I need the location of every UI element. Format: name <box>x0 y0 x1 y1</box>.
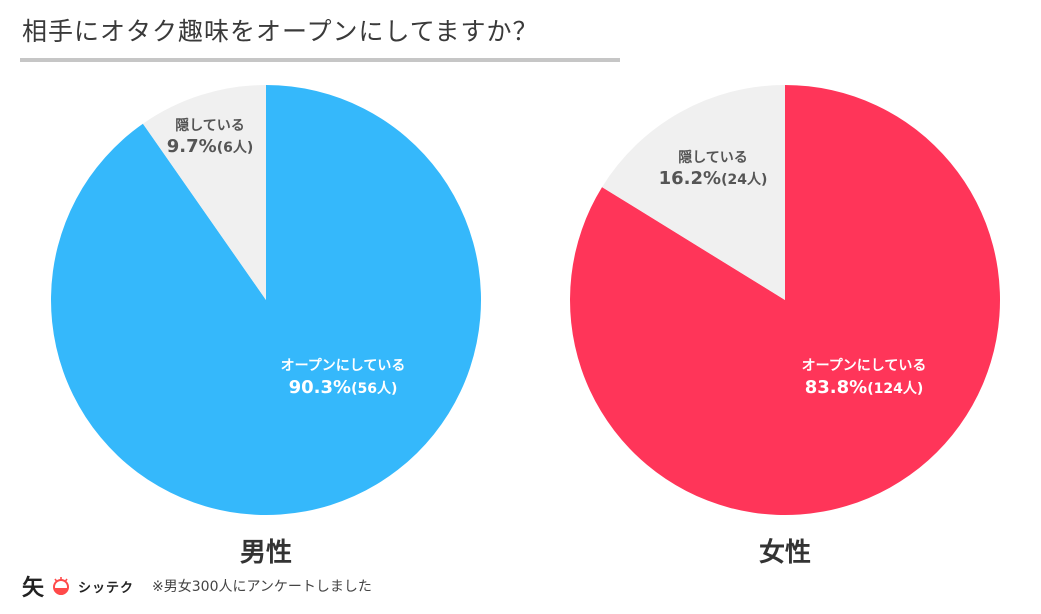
male-slice-open <box>51 85 482 515</box>
female-hidden-percent: 16.2% <box>659 168 721 189</box>
male-open-value: 90.3%(56人) <box>289 377 398 398</box>
female-open-count: (124人) <box>867 380 923 397</box>
male-slice-hidden <box>142 85 266 300</box>
chart-title: 相手にオタク趣味をオープンにしてますか？ <box>22 17 539 46</box>
male-hidden-count: (6人) <box>217 139 254 156</box>
male-open-count: (56人) <box>351 380 397 397</box>
footer: 矢 シッテク ※男女300人にアンケートしました <box>22 571 372 601</box>
brand-face-icon <box>53 577 70 595</box>
female-open-percent: 83.8% <box>805 377 867 398</box>
male-hidden-label: 隠している <box>175 117 245 134</box>
female-slice-hidden <box>602 85 785 300</box>
brand-name: シッテク <box>78 580 135 596</box>
female-open-label: オープンにしている <box>802 358 927 374</box>
male-hidden-percent: 9.7% <box>167 136 217 157</box>
male-caption: 男性 <box>239 538 292 568</box>
survey-note: ※男女300人にアンケートしました <box>152 579 372 595</box>
female-open-value: 83.8%(124人) <box>805 377 923 398</box>
female-slice-open <box>570 84 1001 515</box>
female-hidden-label: 隠している <box>678 149 748 166</box>
title-underline <box>20 58 620 62</box>
female-hidden-value: 16.2%(24人) <box>659 168 768 189</box>
female-hidden-count: (24人) <box>721 171 767 188</box>
male-open-label: オープンにしている <box>281 358 406 374</box>
male-hidden-value: 9.7%(6人) <box>167 136 253 157</box>
female-pie: 隠している 16.2%(24人) オープンにしている 83.8%(124人) <box>570 84 1001 515</box>
male-open-percent: 90.3% <box>289 377 351 398</box>
brand-logo[interactable]: 矢 シッテク <box>22 570 134 602</box>
female-caption: 女性 <box>758 538 811 568</box>
brand-kanji: 矢 <box>22 575 45 601</box>
male-pie: 隠している 9.7%(6人) オープンにしている 90.3%(56人) <box>51 85 482 515</box>
